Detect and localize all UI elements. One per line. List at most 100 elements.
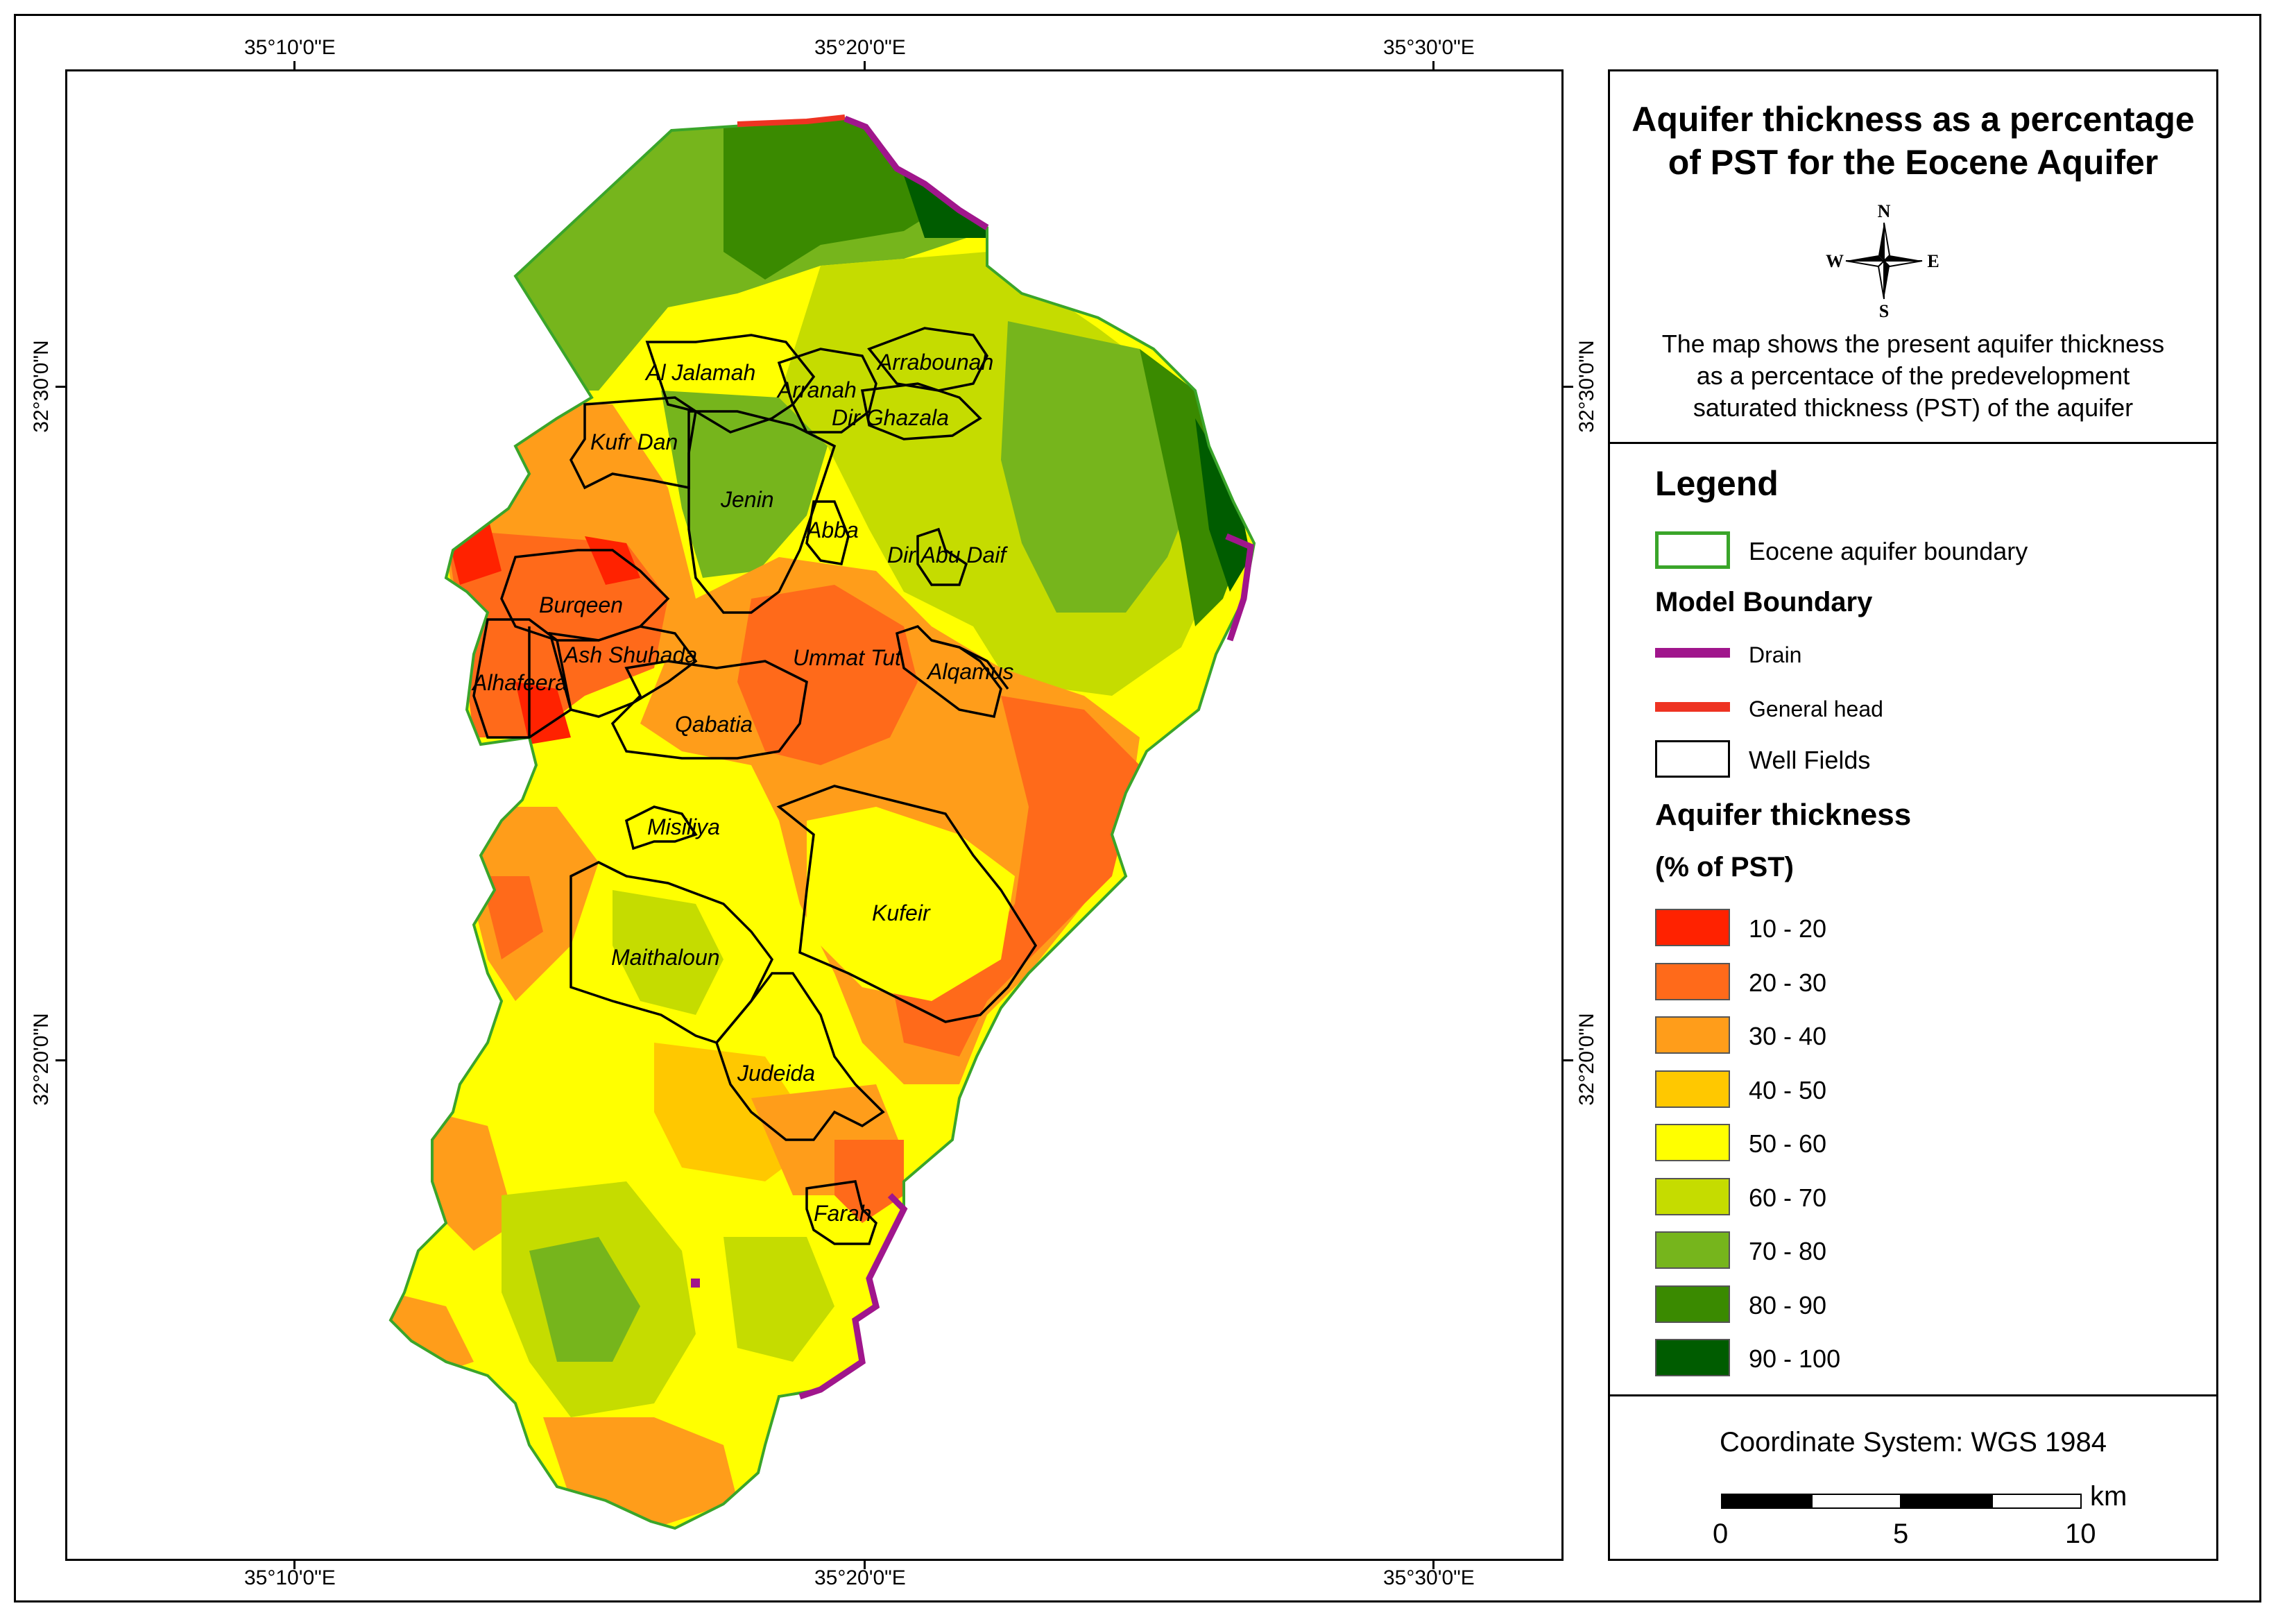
drain-line (1225, 533, 1254, 642)
coordinate-system: Coordinate System: WGS 1984 (1719, 1427, 2107, 1458)
wellfields-swatch (1655, 740, 1730, 778)
label-ash-shuhada: Ash Shuhada (563, 642, 697, 667)
label-al-jalamah: Al Jalamah (644, 360, 755, 385)
tick (864, 1559, 866, 1569)
well-field-outlines (472, 327, 1038, 1245)
label-abba: Abba (805, 518, 859, 542)
legend-class-label: 90 - 100 (1749, 1344, 1841, 1373)
desc-line-3: saturated thickness (PST) of the aquifer (1693, 393, 2134, 422)
desc-line-1: The map shows the present aquifer thickn… (1661, 330, 2165, 358)
scale-bar (1721, 1494, 2089, 1509)
general-head-swatch (1655, 702, 1730, 712)
coord-top-3: 35°30'0"E (1383, 36, 1475, 59)
legend-class-swatch (1655, 1285, 1730, 1323)
label-ummat-tut: Ummat Tut (793, 645, 902, 670)
legend-class-swatch (1655, 1231, 1730, 1269)
label-alqamus: Alqamus (926, 659, 1014, 684)
label-qabatia: Qabatia (675, 712, 753, 737)
label-arranah: Arranah (776, 377, 857, 402)
coord-left-1: 32°30'0"N (30, 340, 53, 433)
title-line-2: of PST for the Eocene Aquifer (1668, 143, 2159, 182)
drain-line (798, 1193, 908, 1400)
tick (1432, 61, 1435, 71)
legend-class-label: 10 - 20 (1749, 914, 1827, 943)
boundary-swatch (1655, 531, 1730, 569)
general-head-label: General head (1749, 696, 1883, 721)
wellfields-label: Well Fields (1749, 746, 1871, 774)
scale-tick-0: 0 (1713, 1519, 1729, 1549)
compass-n: N (1878, 202, 1891, 221)
eocene-aquifer-boundary (388, 117, 1256, 1530)
legend-class-label: 70 - 80 (1749, 1237, 1827, 1265)
title-section: Aquifer thickness as a percentage of PST… (1610, 71, 2216, 444)
compass-rose-icon: N S W E (1826, 202, 1939, 320)
tick (1432, 1559, 1435, 1569)
tick (293, 1559, 296, 1569)
outer-frame (14, 14, 2261, 1602)
map-frame: Al Jalamah Arranah Arrabounah Dir Ghazal… (65, 69, 1564, 1561)
legend-class-label: 20 - 30 (1749, 968, 1827, 997)
label-misiliya: Misiliya (647, 814, 720, 839)
legend-class-swatch (1655, 1177, 1730, 1215)
legend-class-label: 60 - 70 (1749, 1183, 1827, 1212)
label-arrabounah: Arrabounah (876, 350, 993, 375)
general-head-line (737, 114, 846, 127)
legend-class-swatch (1655, 962, 1730, 1000)
label-dir-ghazala: Dir Ghazala (832, 405, 949, 430)
label-burqeen: Burqeen (539, 592, 623, 617)
legend-class-swatch (1655, 1124, 1730, 1161)
tick (55, 1059, 65, 1061)
label-judeida: Judeida (737, 1061, 815, 1086)
legend-class-swatch (1655, 909, 1730, 946)
coord-right-2: 32°20'0"N (1575, 1013, 1598, 1106)
compass-s: S (1879, 301, 1889, 320)
coord-right-1: 32°30'0"N (1575, 340, 1598, 433)
compass-e: E (1927, 251, 1939, 271)
legend-class-label: 80 - 90 (1749, 1290, 1827, 1319)
scale-seg (1992, 1494, 2082, 1509)
tick (1564, 1059, 1573, 1061)
coord-top-2: 35°20'0"E (814, 36, 906, 59)
legend-class-swatch (1655, 1016, 1730, 1054)
scale-seg (1901, 1494, 1992, 1509)
map-description: The map shows the present aquifer thickn… (1617, 328, 2209, 424)
label-farah: Farah (814, 1201, 872, 1226)
legend-section: Legend Eocene aquifer boundary Model Bou… (1610, 444, 2216, 1396)
legend-class-swatch (1655, 1339, 1730, 1376)
side-panel: Aquifer thickness as a percentage of PST… (1608, 69, 2218, 1561)
model-boundary-heading: Model Boundary (1655, 587, 1873, 617)
desc-line-2: as a percentace of the predevelopment (1696, 361, 2130, 390)
coord-bottom-3: 35°30'0"E (1383, 1566, 1475, 1589)
scale-tick-10: 10 (2065, 1519, 2096, 1549)
legend-class-label: 50 - 60 (1749, 1129, 1827, 1158)
thickness-subheading: (% of PST) (1655, 852, 1794, 882)
legend-class-label: 30 - 40 (1749, 1022, 1827, 1050)
scale-unit: km (2090, 1481, 2127, 1512)
well-field-labels: Al Jalamah Arranah Arrabounah Dir Ghazal… (471, 350, 1014, 1226)
label-kufr-dan: Kufr Dan (590, 429, 678, 454)
label-dir-abu-daif: Dir Abu Daif (887, 542, 1008, 567)
tick (1564, 386, 1573, 388)
label-alhafeera: Alhafeera (471, 670, 567, 695)
coord-top-1: 35°10'0"E (244, 36, 336, 59)
coord-bottom-1: 35°10'0"E (244, 1566, 336, 1589)
boundary-label: Eocene aquifer boundary (1749, 537, 2028, 565)
scale-seg (1721, 1494, 1811, 1509)
label-jenin: Jenin (720, 487, 774, 512)
tick (864, 61, 866, 71)
drain-swatch (1655, 648, 1730, 658)
label-kufeir: Kufeir (872, 900, 931, 925)
drain-line (843, 115, 989, 230)
legend-class-label: 40 - 50 (1749, 1075, 1827, 1104)
title-line-1: Aquifer thickness as a percentage (1632, 100, 2195, 139)
label-maithaloun: Maithaloun (611, 945, 720, 970)
drain-label: Drain (1749, 642, 1802, 667)
tick (55, 386, 65, 388)
legend-heading: Legend (1655, 464, 1779, 503)
aquifer-map: Al Jalamah Arranah Arrabounah Dir Ghazal… (388, 114, 1256, 1530)
tick (293, 61, 296, 71)
legend-class-swatch (1655, 1070, 1730, 1108)
compass-w: W (1826, 251, 1844, 271)
map-title: Aquifer thickness as a percentage of PST… (1610, 98, 2216, 184)
footer-section: Coordinate System: WGS 1984 km 0 5 10 (1610, 1396, 2216, 1559)
